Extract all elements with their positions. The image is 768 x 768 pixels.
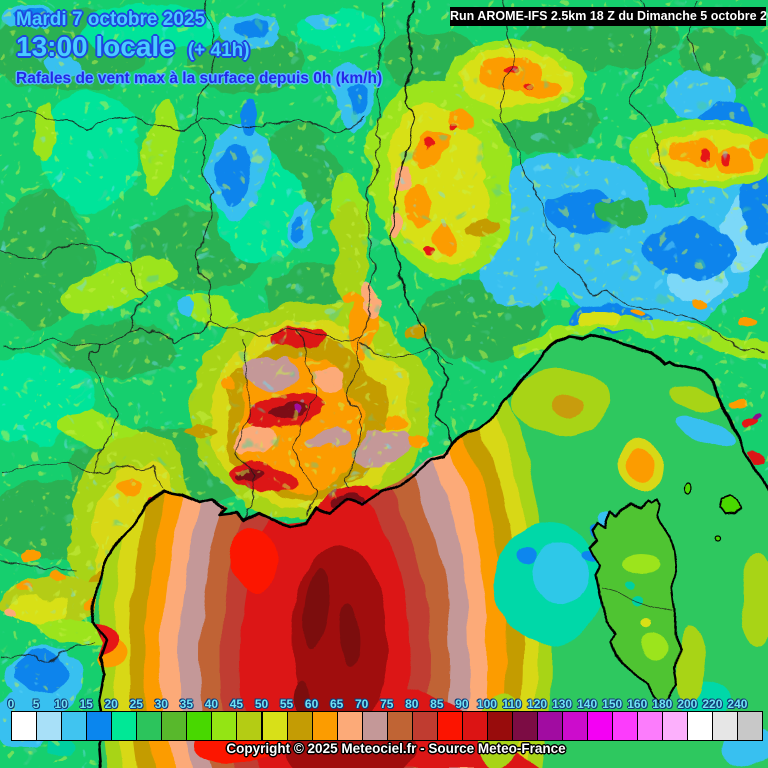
local-time: 13:00 locale xyxy=(16,31,175,62)
colorbar-tick: 40 xyxy=(204,697,219,711)
colorbar-cell xyxy=(537,711,564,741)
colorbar-cell xyxy=(86,711,113,741)
colorbar-tick: 85 xyxy=(430,697,444,711)
colorbar-tick: 90 xyxy=(455,697,469,711)
colorbar-tick: 25 xyxy=(129,697,143,711)
colorbar-cell xyxy=(512,711,539,741)
copyright-notice: Copyright © 2025 Meteociel.fr - Source M… xyxy=(226,741,566,756)
colorbar-tick: 0 xyxy=(7,697,15,711)
valid-time-title: 13:00 locale (+ 41h) xyxy=(16,31,250,63)
date-title: Mardi 7 octobre 2025 xyxy=(16,9,206,30)
colorbar-cell xyxy=(662,711,689,741)
run-info-box: Run AROME-IFS 2.5km 18 Z du Dimanche 5 o… xyxy=(450,7,768,26)
colorbar-cell xyxy=(111,711,138,741)
colorbar: 0 5 10 15 20 25 30 35 40 45 50 55 60 65 70 75 80 85 90 100 1… xyxy=(0,697,768,743)
colorbar-tick: 75 xyxy=(380,697,394,711)
colorbar-tick: 65 xyxy=(329,697,344,711)
parameter-title: Rafales de vent max à la surface depuis … xyxy=(16,70,383,87)
colorbar-tick: 240 xyxy=(727,697,748,711)
colorbar-cell xyxy=(361,711,388,741)
colorbar-cell xyxy=(612,711,639,741)
colorbar-tick: 130 xyxy=(552,697,573,711)
colorbar-cell xyxy=(61,711,88,741)
colorbar-cell xyxy=(211,711,238,741)
colorbar-cell xyxy=(286,711,313,741)
colorbar-tick: 15 xyxy=(79,697,93,711)
colorbar-cell xyxy=(712,711,739,741)
colorbar-tick: 110 xyxy=(502,697,522,711)
colorbar-tick: 5 xyxy=(32,697,40,711)
colorbar-cell xyxy=(587,711,614,741)
colorbar-tick: 160 xyxy=(627,697,648,711)
colorbar-tick: 100 xyxy=(476,697,497,711)
forecast-offset: (+ 41h) xyxy=(187,40,250,61)
colorbar-cell xyxy=(136,711,163,741)
colorbar-tick: 180 xyxy=(652,697,673,711)
colorbar-tick: 70 xyxy=(355,697,369,711)
department-borders xyxy=(0,0,763,661)
colorbar-cell xyxy=(562,711,589,741)
colorbar-cell xyxy=(687,711,714,741)
colorbar-cell xyxy=(461,711,488,741)
colorbar-tick: 200 xyxy=(677,697,698,711)
colorbar-cell xyxy=(36,711,63,741)
colorbar-cell xyxy=(311,711,338,741)
colorbar-tick: 220 xyxy=(702,697,723,711)
colorbar-cell xyxy=(236,711,263,741)
colorbar-tick: 50 xyxy=(254,697,269,711)
colorbar-cell xyxy=(436,711,463,741)
colorbar-tick: 30 xyxy=(154,697,168,711)
colorbar-tick: 150 xyxy=(602,697,623,711)
colorbar-cell xyxy=(486,711,513,741)
colorbar-cell xyxy=(11,711,38,741)
colorbar-tick: 45 xyxy=(229,697,244,711)
colorbar-tick: 10 xyxy=(54,697,68,711)
france-italy-border xyxy=(387,0,453,449)
colorbar-cell xyxy=(411,711,438,741)
colorbar-cell xyxy=(737,711,764,741)
colorbar-tick: 120 xyxy=(527,697,548,711)
colorbar-cell xyxy=(261,711,288,741)
colorbar-cell xyxy=(186,711,213,741)
colorbar-cell xyxy=(336,711,363,741)
corsica-island xyxy=(588,481,743,706)
colorbar-tick: 60 xyxy=(304,697,319,711)
colorbar-tick: 140 xyxy=(577,697,598,711)
colorbar-tick: 20 xyxy=(104,697,118,711)
colorbar-tick: 80 xyxy=(405,697,419,711)
colorbar-tick: 55 xyxy=(279,697,294,711)
colorbar-cell xyxy=(386,711,413,741)
colorbar-tick: 35 xyxy=(179,697,194,711)
coastline xyxy=(91,332,768,768)
colorbar-cell xyxy=(637,711,664,741)
colorbar-cell xyxy=(161,711,188,741)
